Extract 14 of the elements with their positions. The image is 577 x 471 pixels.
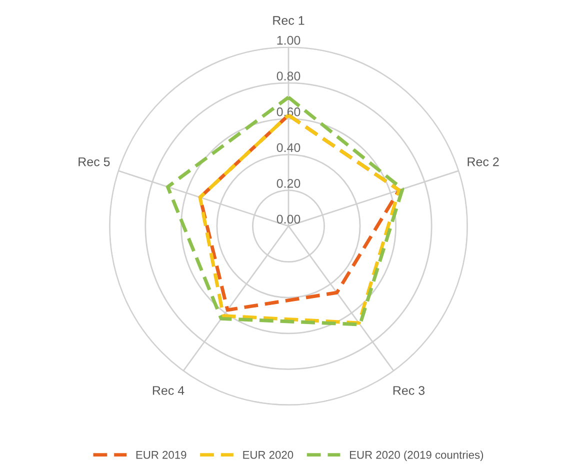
- legend-label: EUR 2020: [243, 450, 294, 459]
- y-tick-label: 0.40: [276, 143, 300, 152]
- y-tick-label: 1.00: [277, 36, 300, 45]
- spoke-label: Rec 2: [468, 157, 499, 166]
- spoke-label: Rec 5: [78, 158, 110, 166]
- legend-label: EUR 2020 (2019 countries): [350, 450, 484, 461]
- y-tick-label: 0.60: [276, 107, 300, 116]
- y-tick-label: 0.20: [276, 178, 300, 188]
- y-tick-label: 0.00: [276, 214, 300, 224]
- spoke-label: Rec 3: [393, 386, 425, 395]
- spoke-label: Rec 1: [273, 16, 304, 25]
- y-tick-label: 0.80: [276, 72, 300, 81]
- spoke-label: Rec 4: [152, 386, 184, 395]
- legend-label: EUR 2019: [136, 450, 186, 459]
